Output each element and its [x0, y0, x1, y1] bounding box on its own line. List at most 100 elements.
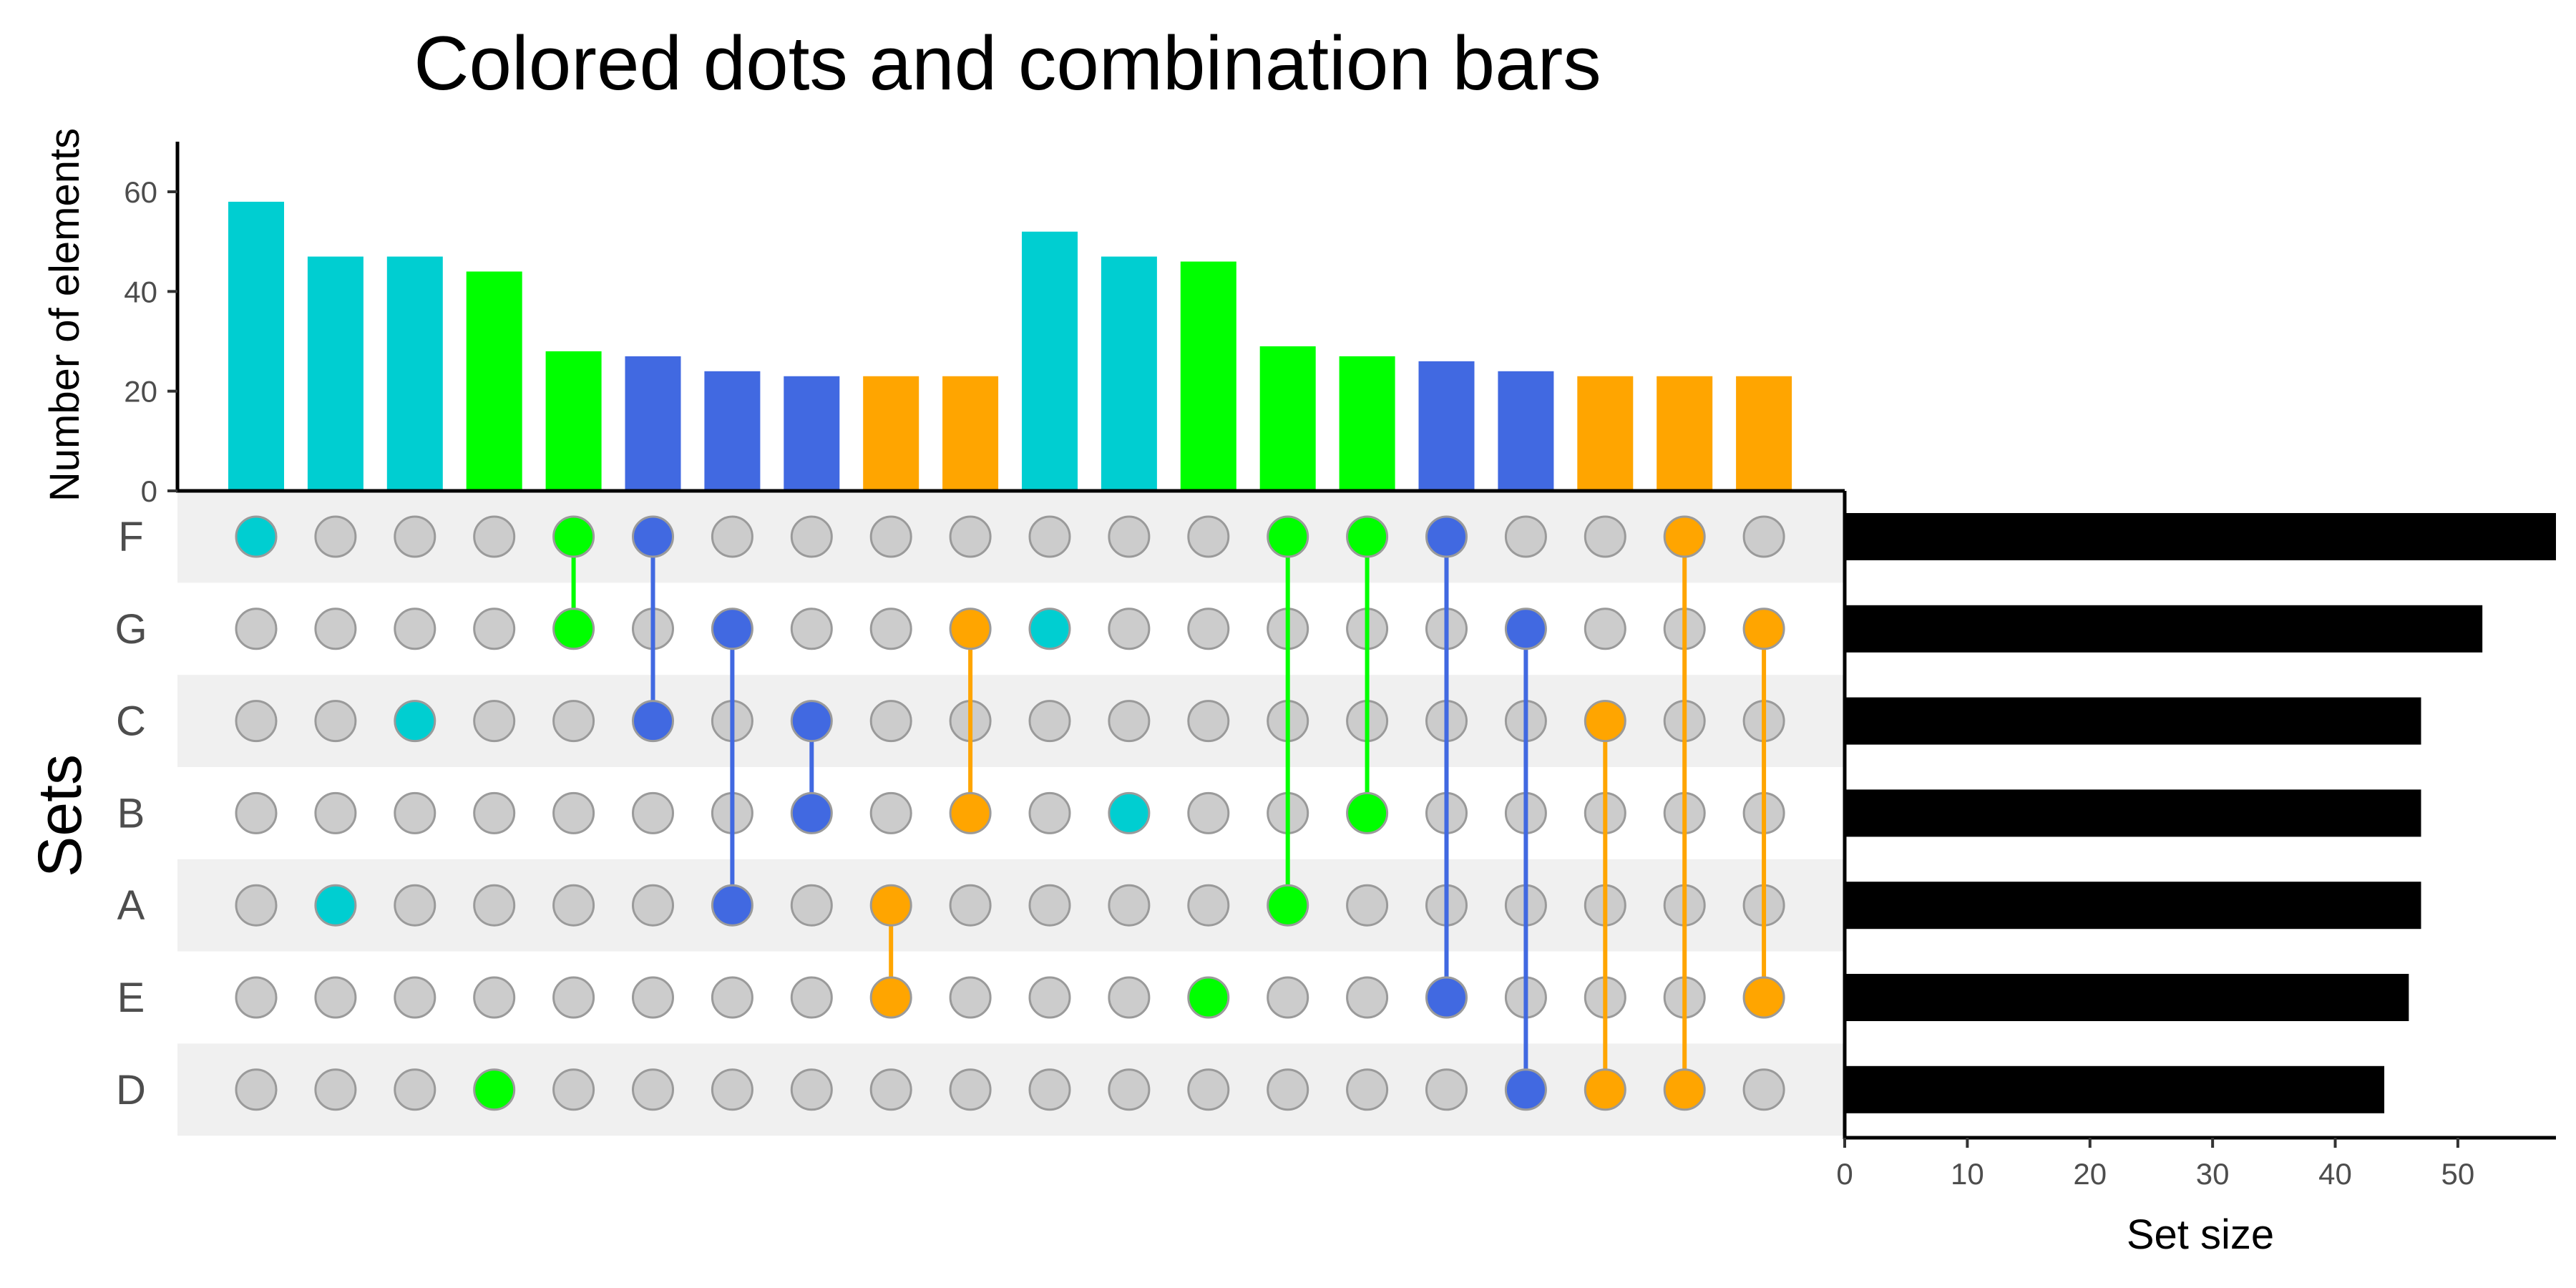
x-tick-label: 20: [2073, 1157, 2107, 1191]
matrix-dot-inactive: [394, 884, 436, 927]
matrix-dot-active-F: [1663, 515, 1706, 558]
matrix-dot-inactive: [1187, 884, 1230, 927]
axis-labels: Number of elements Sets Set size: [26, 128, 2274, 1258]
intersection-bar-C: [386, 256, 443, 491]
x-tick-label: 50: [2441, 1157, 2475, 1191]
x-tick-label: 30: [2196, 1157, 2230, 1191]
matrix-dot-active-G: [1742, 608, 1785, 650]
row-stripe-C: [177, 675, 1845, 767]
matrix-dot-inactive: [1108, 1068, 1151, 1111]
matrix-dot-inactive: [790, 976, 833, 1019]
intersection-bars: [228, 201, 1792, 491]
matrix-dot-inactive: [1108, 515, 1151, 558]
matrix-dot-active-C: [790, 700, 833, 743]
matrix-dot-inactive: [711, 515, 753, 558]
matrix-dot-inactive: [1028, 515, 1071, 558]
matrix-dot-inactive: [473, 976, 516, 1019]
matrix-dot-inactive: [790, 608, 833, 650]
matrix-dot-active-B: [1346, 791, 1389, 834]
matrix-dot-active-G: [1028, 608, 1071, 650]
matrix-dot-inactive: [1187, 700, 1230, 743]
matrix-dot-active-D: [473, 1068, 516, 1111]
matrix-dot-inactive: [1187, 1068, 1230, 1111]
matrix-dot-inactive: [235, 1068, 278, 1111]
matrix-dot-inactive: [711, 976, 753, 1019]
set-size-bar-G: [1845, 605, 2483, 653]
matrix-dot-active-A: [711, 884, 753, 927]
matrix-dot-inactive: [1028, 700, 1071, 743]
row-stripe-D: [177, 1043, 1845, 1136]
matrix-dot-inactive: [394, 791, 436, 834]
matrix-dot-active-E: [869, 976, 912, 1019]
matrix-dot-inactive: [790, 1068, 833, 1111]
matrix-dot-inactive: [1187, 791, 1230, 834]
set-size-bar-E: [1845, 974, 2409, 1021]
set-label-E: E: [117, 975, 145, 1021]
matrix-dot-inactive: [632, 791, 674, 834]
set-label-C: C: [116, 698, 146, 745]
matrix-dot-inactive: [869, 1068, 912, 1111]
intersection-bar-A: [307, 256, 364, 491]
row-stripe-A: [177, 859, 1845, 952]
y-tick-label: 20: [124, 375, 157, 409]
intersection-bar-F-A: [1259, 346, 1316, 491]
matrix-dot-inactive: [314, 608, 357, 650]
matrix-dot-inactive: [869, 608, 912, 650]
matrix-dot-inactive: [1028, 791, 1071, 834]
matrix-dot-inactive: [949, 884, 992, 927]
matrix-dot-inactive: [711, 1068, 753, 1111]
set-label-G: G: [114, 606, 147, 653]
matrix-dot-active-F: [552, 515, 595, 558]
set-size-bars: [1845, 513, 2556, 1113]
matrix-dot-active-E: [1425, 976, 1468, 1019]
combination-matrix: [235, 515, 1785, 1111]
matrix-dot-inactive: [1504, 515, 1547, 558]
intersection-bar-A-E: [863, 376, 919, 491]
matrix-dot-inactive: [1028, 884, 1071, 927]
matrix-dot-active-C: [1584, 700, 1626, 743]
matrix-dot-inactive: [1108, 700, 1151, 743]
set-label-F: F: [118, 514, 143, 560]
matrix-dot-inactive: [1187, 515, 1230, 558]
matrix-dot-inactive: [314, 700, 357, 743]
matrix-dot-active-B: [949, 791, 992, 834]
intersection-bar-F-G: [545, 351, 602, 491]
matrix-dot-inactive: [473, 884, 516, 927]
matrix-dot-inactive: [1346, 884, 1389, 927]
matrix-dot-inactive: [1742, 1068, 1785, 1111]
matrix-dot-active-D: [1663, 1068, 1706, 1111]
matrix-dot-inactive: [552, 1068, 595, 1111]
matrix-dot-active-F: [1425, 515, 1468, 558]
chart-title: Colored dots and combination bars: [414, 20, 1601, 106]
matrix-dot-inactive: [1187, 608, 1230, 650]
matrix-dot-inactive: [473, 700, 516, 743]
matrix-dot-inactive: [949, 976, 992, 1019]
matrix-dot-active-G: [949, 608, 992, 650]
matrix-dot-active-G: [1504, 608, 1547, 650]
matrix-dot-active-D: [1584, 1068, 1626, 1111]
y-axis-title: Number of elements: [42, 128, 88, 502]
intersection-bar-G-B: [942, 376, 999, 491]
matrix-dot-inactive: [1108, 884, 1151, 927]
matrix-dot-inactive: [1584, 608, 1626, 650]
matrix-dot-inactive: [1267, 1068, 1309, 1111]
matrix-dot-inactive: [235, 700, 278, 743]
matrix-dot-inactive: [949, 515, 992, 558]
matrix-dot-active-F: [1267, 515, 1309, 558]
matrix-dot-inactive: [552, 700, 595, 743]
matrix-dot-inactive: [235, 608, 278, 650]
matrix-dot-inactive: [473, 515, 516, 558]
matrix-dot-inactive: [394, 515, 436, 558]
matrix-dot-active-F: [235, 515, 278, 558]
intersection-bar-G-A: [704, 371, 761, 491]
matrix-dot-inactive: [1584, 515, 1626, 558]
row-stripe-F: [177, 490, 1845, 583]
intersection-bar-B: [1101, 256, 1157, 491]
matrix-dot-active-F: [1346, 515, 1389, 558]
matrix-dot-inactive: [1028, 976, 1071, 1019]
x-tick-label: 40: [2318, 1157, 2352, 1191]
intersection-bar-F-C: [625, 356, 681, 491]
